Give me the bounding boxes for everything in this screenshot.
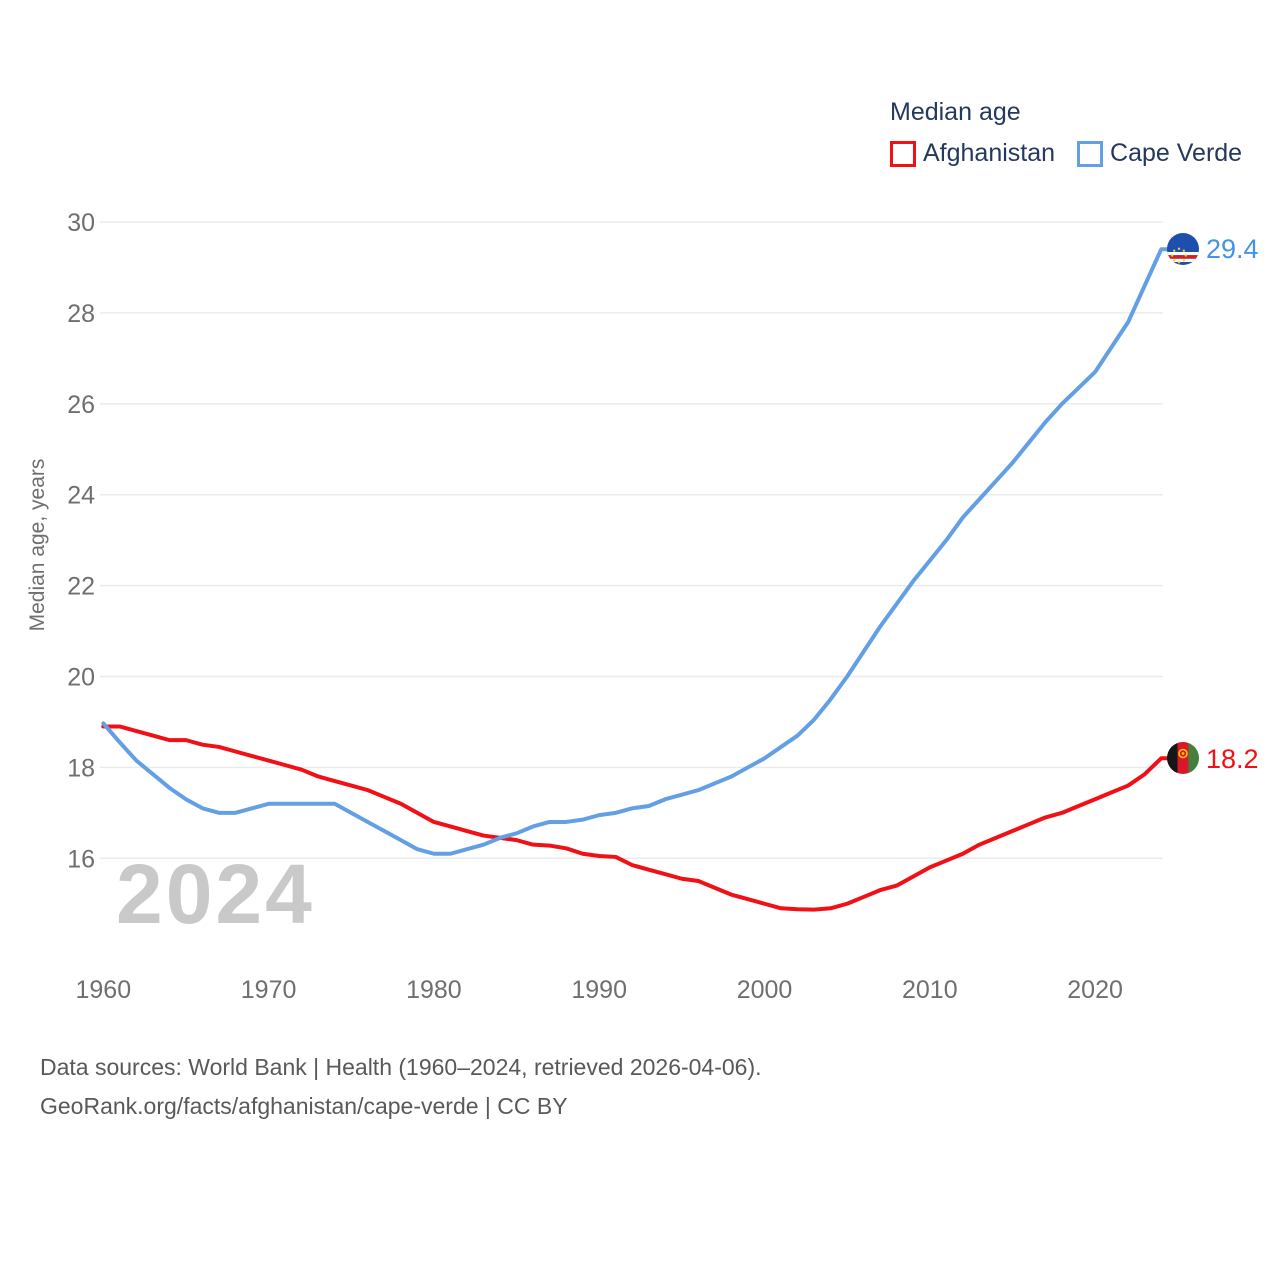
footer-link-line: GeoRank.org/facts/afghanistan/cape-verde… xyxy=(40,1092,568,1119)
cape-verde-flag-icon xyxy=(1167,233,1199,265)
svg-text:1970: 1970 xyxy=(241,976,297,1004)
gridlines xyxy=(100,221,1163,860)
svg-text:2010: 2010 xyxy=(902,976,958,1004)
svg-text:20: 20 xyxy=(67,664,95,692)
y-axis-title: Median age, years xyxy=(26,459,49,632)
cape-verde-end-label: 29.4 xyxy=(1206,234,1259,264)
svg-text:16: 16 xyxy=(67,845,95,873)
svg-text:1960: 1960 xyxy=(75,976,131,1004)
afghanistan-end-label: 18.2 xyxy=(1206,744,1259,774)
svg-text:2020: 2020 xyxy=(1067,976,1123,1004)
y-tick-labels: 16 18 20 22 24 26 28 30 xyxy=(67,209,95,873)
afghanistan-swatch xyxy=(890,140,916,167)
svg-text:18: 18 xyxy=(67,754,95,782)
afghanistan-flag-icon xyxy=(1167,742,1199,774)
svg-text:1980: 1980 xyxy=(406,976,462,1004)
legend-item-afghanistan[interactable]: Afghanistan xyxy=(890,139,1055,168)
legend-label-afghanistan: Afghanistan xyxy=(923,139,1056,167)
legend-title: Median age xyxy=(890,98,1021,126)
cape-verde-swatch xyxy=(1077,140,1104,167)
svg-text:22: 22 xyxy=(67,573,95,601)
legend-item-cape-verde[interactable]: Cape Verde xyxy=(1077,139,1242,168)
x-tick-labels: 1960 1970 1980 1990 2000 2010 2020 xyxy=(75,976,1122,1004)
footer: Data sources: World Bank | Health (1960–… xyxy=(40,1048,762,1125)
legend: Median age Afghanistan Cape Verde xyxy=(890,100,1242,168)
svg-text:24: 24 xyxy=(67,482,95,510)
watermark-year: 2024 xyxy=(116,847,315,941)
svg-text:2000: 2000 xyxy=(737,976,793,1004)
footer-sources-line: Data sources: World Bank | Health (1960–… xyxy=(40,1054,762,1080)
svg-text:30: 30 xyxy=(67,209,95,237)
svg-text:28: 28 xyxy=(67,300,95,328)
svg-text:1990: 1990 xyxy=(571,976,627,1004)
chart-svg[interactable]: 16 18 20 22 24 26 28 30 1960 1970 1980 1990 2000 201… xyxy=(0,0,1280,1030)
legend-row: Afghanistan Cape Verde xyxy=(890,139,1242,168)
series-lines[interactable] xyxy=(101,247,1173,912)
svg-text:26: 26 xyxy=(67,391,95,419)
legend-label-cape-verde: Cape Verde xyxy=(1110,139,1243,167)
